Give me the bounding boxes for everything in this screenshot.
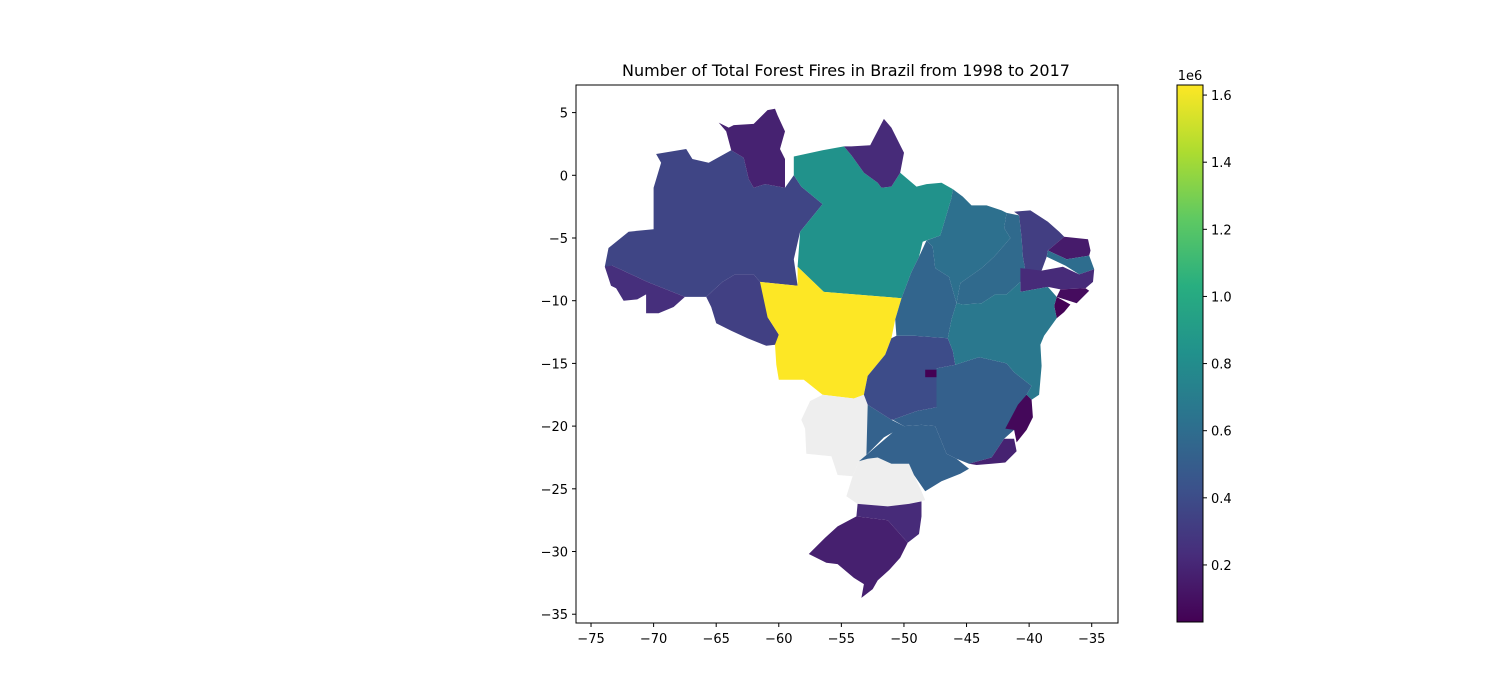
- x-tick-label: −45: [953, 632, 980, 647]
- region-piaui: [956, 212, 1026, 305]
- region-pernambuco: [1020, 266, 1095, 292]
- region-mato-grosso: [760, 266, 902, 399]
- x-tick-label: −65: [702, 632, 729, 647]
- chart-title: Number of Total Forest Fires in Brazil f…: [622, 61, 1070, 80]
- x-tick-label: −70: [640, 632, 667, 647]
- y-tick-label: −25: [541, 483, 568, 498]
- region-tocantins: [895, 240, 957, 339]
- x-axis: −75 −70 −65 −60 −55 −50 −45 −40 −35: [577, 623, 1105, 647]
- y-tick-label: −35: [541, 608, 568, 623]
- y-tick-label: 5: [560, 107, 568, 122]
- region-rio-grande-do-norte: [1047, 236, 1091, 260]
- colorbar-tick-label: 0.4: [1211, 492, 1232, 507]
- x-tick-label: −60: [765, 632, 792, 647]
- colorbar-tick-label: 1.6: [1211, 89, 1232, 104]
- region-acre: [604, 265, 685, 314]
- colorbar-ticks: 0.2 0.4 0.6 0.8 1.0 1.2 1.4 1.6: [1203, 89, 1232, 574]
- region-alagoas: [1056, 288, 1090, 304]
- colorbar-multiplier: 1e6: [1178, 69, 1203, 84]
- y-tick-label: −20: [541, 420, 568, 435]
- colorbar-frame: [1176, 84, 1204, 623]
- x-tick-label: −35: [1078, 632, 1105, 647]
- region-amapa: [843, 118, 904, 188]
- region-parana: [846, 457, 926, 507]
- region-maranhao: [926, 189, 1011, 304]
- region-rio-de-janeiro: [969, 438, 1017, 465]
- colorbar-tick-label: 1.4: [1211, 156, 1232, 171]
- colorbar-tick-label: 0.2: [1211, 559, 1232, 574]
- y-axis: 5 0 −5 −10 −15 −20 −25 −30 −35: [541, 107, 576, 623]
- y-tick-label: 0: [560, 169, 568, 184]
- y-tick-label: −5: [549, 232, 568, 247]
- x-tick-label: −50: [890, 632, 917, 647]
- region-goias: [863, 335, 956, 420]
- colorbar-tick-label: 1.0: [1211, 290, 1232, 305]
- regions-layer: [604, 108, 1095, 598]
- region-roraima: [718, 108, 785, 188]
- region-sergipe: [1054, 296, 1071, 319]
- region-amazonas: [604, 149, 823, 297]
- region-minas-gerais: [892, 357, 1032, 464]
- region-bahia: [947, 281, 1057, 400]
- colorbar-tick-label: 1.2: [1211, 223, 1232, 238]
- region-santa-catarina: [856, 501, 922, 543]
- colorbar-tick-label: 0.6: [1211, 425, 1232, 440]
- region-para: [793, 146, 953, 299]
- y-tick-label: −15: [541, 357, 568, 372]
- region-rio-grande-do-sul: [808, 516, 908, 598]
- plot-frame: [575, 84, 1119, 624]
- colorbar: [1177, 85, 1203, 622]
- region-paraiba: [1046, 250, 1095, 275]
- x-tick-label: −55: [828, 632, 855, 647]
- colorbar-tick-label: 0.8: [1211, 358, 1232, 373]
- y-tick-label: −10: [541, 295, 568, 310]
- region-espirito-santo: [1005, 394, 1033, 443]
- region-distrito-federal: [925, 369, 937, 378]
- region-sao-paulo: [858, 404, 969, 492]
- y-tick-label: −30: [541, 546, 568, 561]
- region-rondonia: [706, 274, 779, 346]
- region-ceara: [1014, 210, 1065, 271]
- x-tick-label: −40: [1015, 632, 1042, 647]
- x-tick-label: −75: [577, 632, 604, 647]
